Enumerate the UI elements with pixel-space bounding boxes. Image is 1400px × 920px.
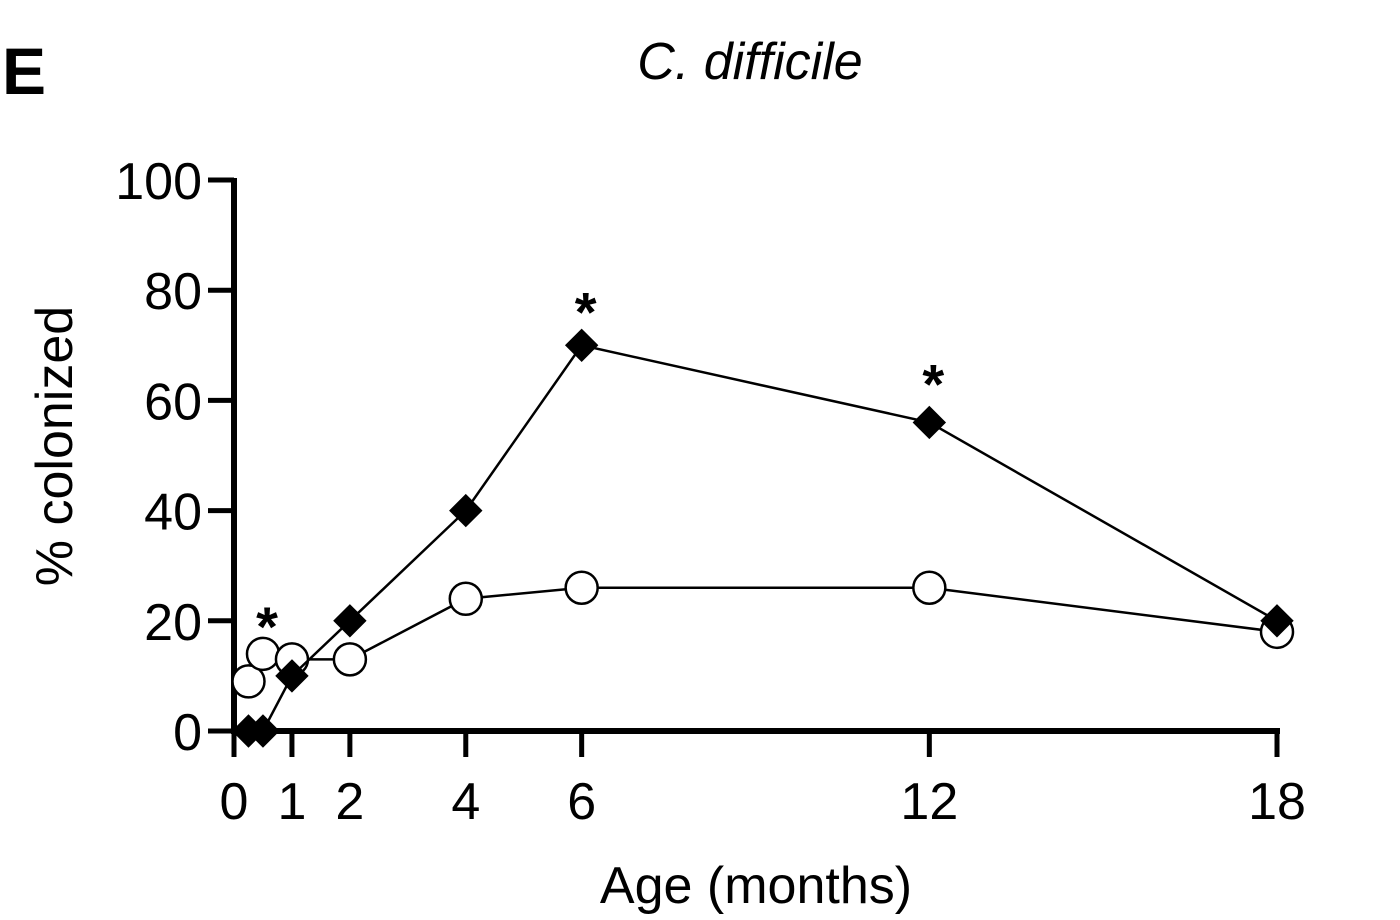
y-tick-label: 0: [173, 704, 202, 762]
x-tick-label: 12: [900, 773, 958, 831]
data-point-diamond: [246, 714, 280, 748]
significance-asterisk: *: [922, 352, 944, 415]
data-point-diamond: [275, 659, 309, 693]
y-axis-title: % colonized: [26, 306, 84, 586]
series-line: [248, 343, 1278, 733]
x-tick-label: 4: [451, 773, 480, 831]
series-layer: [231, 328, 1295, 748]
y-tick-label: 80: [144, 263, 202, 321]
panel-label: E: [2, 34, 47, 108]
x-tick-label: 18: [1248, 773, 1306, 831]
x-tick-label: 0: [220, 773, 249, 831]
data-point-circle: [231, 664, 266, 699]
y-tick-label: 100: [115, 153, 202, 211]
data-point-diamond: [333, 604, 367, 638]
x-axis-title: Age (months): [600, 857, 912, 915]
data-point-circle: [564, 570, 599, 605]
series-line: [247, 586, 1278, 682]
annotations: * * *: [256, 281, 944, 658]
y-tick-label: 20: [144, 594, 202, 652]
data-point-circle: [448, 581, 484, 617]
data-point-diamond: [912, 405, 947, 440]
data-point-circle: [912, 570, 947, 605]
x-tick-label: 6: [567, 773, 596, 831]
chart-title: C. difficile: [637, 33, 863, 91]
series-open-circle: [231, 570, 1295, 699]
significance-asterisk: *: [575, 281, 597, 344]
significance-asterisk: *: [256, 595, 278, 658]
x-tick-label: 1: [277, 773, 306, 831]
data-point-circle: [332, 642, 368, 677]
x-tick-label: 2: [335, 773, 364, 831]
data-point-diamond: [1260, 604, 1294, 638]
data-point-diamond: [449, 493, 483, 528]
data-point-diamond: [564, 328, 599, 363]
series-filled-diamond: [231, 328, 1294, 748]
y-tick-label: 40: [144, 484, 202, 542]
y-tick-label: 60: [144, 373, 202, 431]
